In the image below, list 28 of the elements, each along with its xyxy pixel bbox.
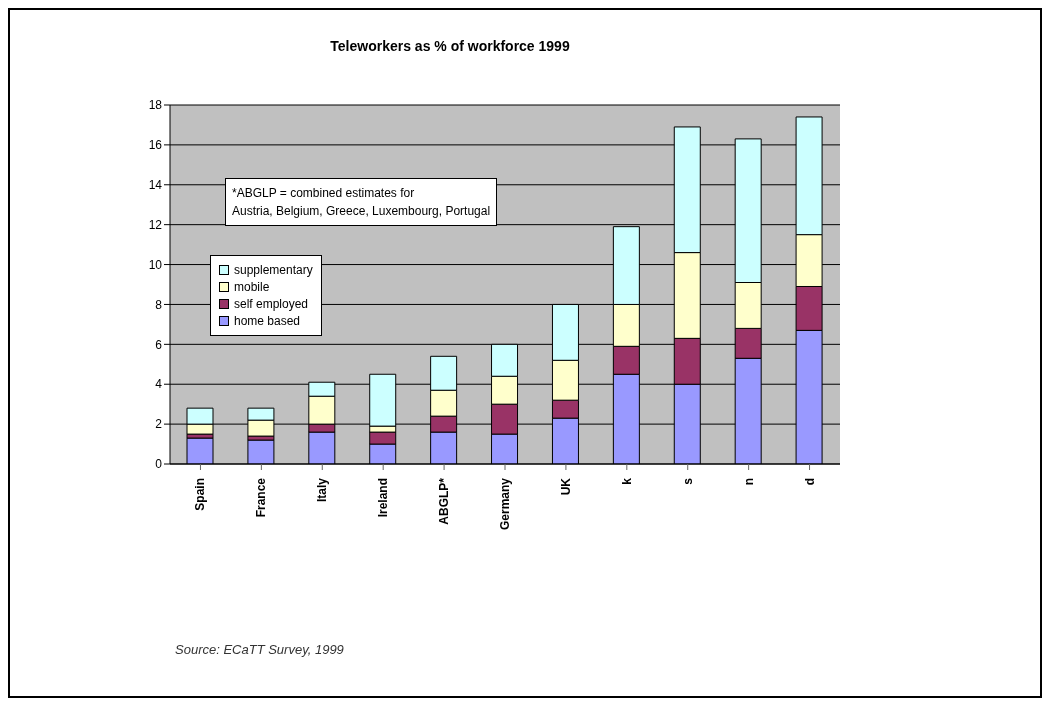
x-tick-label: s — [680, 477, 695, 485]
x-tick-label: n — [741, 478, 756, 486]
legend-label: self employed — [234, 297, 309, 311]
y-tick-label: 12 — [148, 217, 163, 232]
x-tick-label: UK — [558, 477, 573, 496]
y-tick-label: 14 — [148, 178, 163, 193]
x-tick-label: ABGLP* — [437, 477, 452, 525]
y-tick-label: 10 — [148, 257, 163, 272]
chart-title: Teleworkers as % of workforce 1999 — [329, 38, 571, 54]
y-tick-label: 6 — [155, 337, 163, 352]
y-tick-label: 16 — [148, 138, 163, 153]
legend-label: mobile — [234, 280, 270, 294]
x-tick-label: d — [802, 478, 817, 486]
y-tick-label: 4 — [155, 377, 163, 392]
x-tick-label: k — [619, 477, 634, 485]
legend-label: supplementary — [234, 263, 313, 277]
x-tick-label: Italy — [315, 477, 330, 503]
x-tick-label: France — [254, 477, 269, 518]
y-tick-label: 8 — [155, 297, 163, 312]
x-tick-label: Spain — [193, 478, 208, 511]
x-tick-label: Ireland — [376, 478, 391, 518]
legend-label: home based — [234, 314, 301, 328]
note-box: *ABGLP = combined estimates for Austria, Belgium, Greece, Luxembourg, Portugal — [225, 178, 498, 226]
y-tick-label: 2 — [155, 417, 163, 432]
y-tick-label: 0 — [155, 457, 163, 472]
x-tick-label: Germany — [498, 477, 512, 531]
source-note: Source: ECaTT Survey, 1999 — [175, 642, 344, 657]
y-tick-label: 18 — [148, 98, 163, 113]
